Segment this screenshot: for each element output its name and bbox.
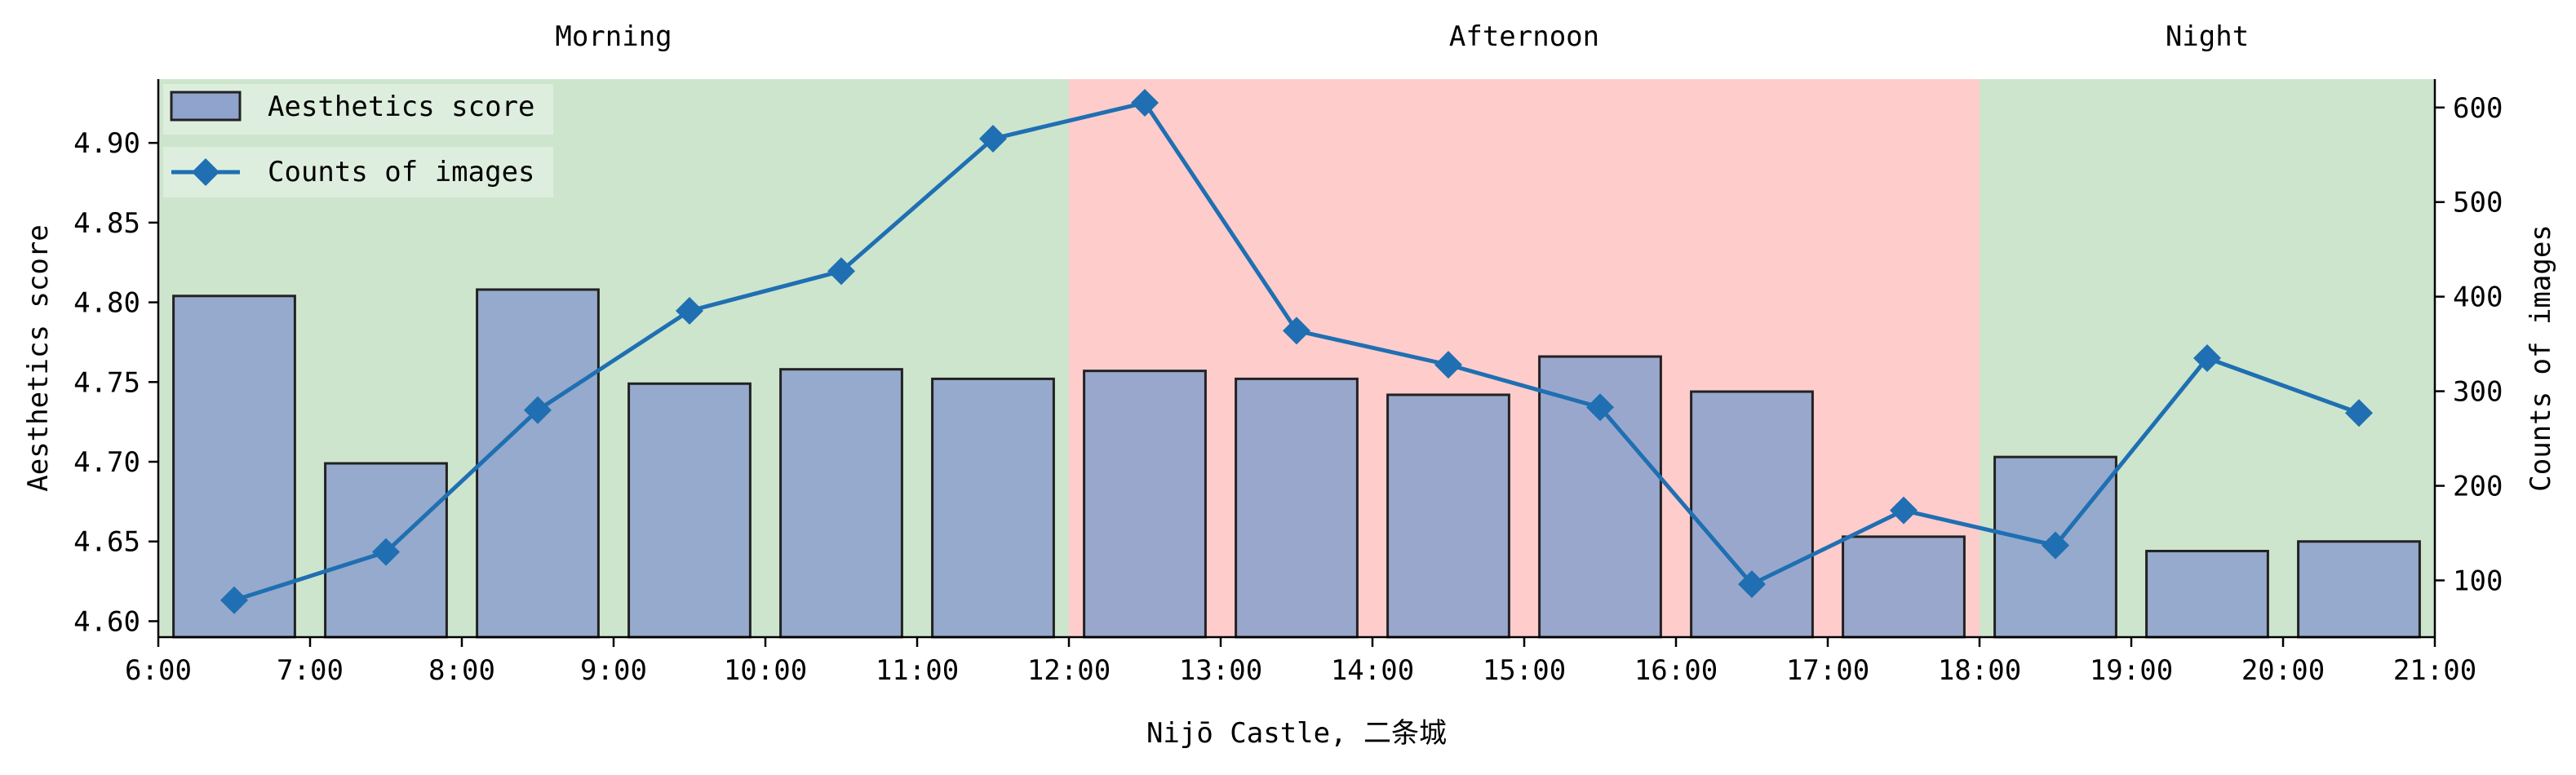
y-left-tick-label-5: 4.85 xyxy=(73,207,140,240)
y-axis-left-label: Aesthetics score xyxy=(22,224,55,492)
x-tick-label-11: 17:00 xyxy=(1786,654,1869,687)
count-point-11 xyxy=(1890,496,1918,525)
bar-6 xyxy=(1083,370,1207,639)
bar-0 xyxy=(172,294,296,639)
x-tick-label-4: 10:00 xyxy=(724,654,807,687)
period-label-night: Night xyxy=(2166,20,2249,53)
bar-10 xyxy=(1690,390,1814,639)
line-series xyxy=(220,88,2373,614)
count-point-3 xyxy=(676,297,703,326)
y-left-tick-label-0: 4.60 xyxy=(73,605,140,638)
y-left-tick-label-3: 4.75 xyxy=(73,366,140,399)
x-tick-label-5: 11:00 xyxy=(876,654,959,687)
legend-swatch-bars xyxy=(170,91,242,122)
y-left-tick-label-4: 4.80 xyxy=(73,287,140,320)
x-tick-label-6: 12:00 xyxy=(1027,654,1111,687)
count-point-5 xyxy=(979,125,1007,153)
bar-2 xyxy=(476,288,600,639)
y-right-tick-label-4: 500 xyxy=(2453,187,2503,219)
bar-5 xyxy=(931,377,1055,639)
y-left-tick-label-6: 4.90 xyxy=(73,127,140,160)
axes: 6:00 7:00 8:00 9:00 10:00 11:00 12:00 13:00 14:0… xyxy=(22,79,2557,750)
count-point-6 xyxy=(1131,88,1159,117)
x-tick-label-7: 13:00 xyxy=(1179,654,1262,687)
bar-7 xyxy=(1235,377,1359,639)
legend-swatch-marker xyxy=(192,158,219,186)
x-tick-label-0: 6:00 xyxy=(125,654,192,687)
y-left-tick-label-1: 4.65 xyxy=(73,526,140,559)
bar-4 xyxy=(779,368,903,639)
count-point-8 xyxy=(1434,351,1462,379)
y-right-tick-label-5: 600 xyxy=(2453,92,2503,125)
bar-14 xyxy=(2297,540,2421,639)
bar-12 xyxy=(1993,455,2117,639)
count-point-4 xyxy=(827,257,855,286)
x-tick-label-13: 19:00 xyxy=(2090,654,2173,687)
count-point-2 xyxy=(524,396,552,424)
bar-11 xyxy=(1842,535,1966,639)
bar-series xyxy=(172,288,2421,639)
x-tick-label-12: 18:00 xyxy=(1938,654,2021,687)
period-label-afternoon: Afternoon xyxy=(1449,20,1599,53)
period-label-morning: Morning xyxy=(555,20,672,53)
x-tick-label-10: 16:00 xyxy=(1634,654,1718,687)
legend-label-line: Counts of images xyxy=(268,156,535,188)
x-tick-label-2: 8:00 xyxy=(428,654,495,687)
x-tick-label-15: 21:00 xyxy=(2393,654,2476,687)
count-point-14 xyxy=(2345,399,2373,427)
y-right-tick-label-1: 200 xyxy=(2453,471,2503,503)
count-point-7 xyxy=(1283,317,1310,345)
x-tick-label-9: 15:00 xyxy=(1483,654,1566,687)
x-axis-label: Nijō Castle, 二条城 xyxy=(1146,717,1447,750)
y-left-tick-label-2: 4.70 xyxy=(73,446,140,479)
x-tick-label-1: 7:00 xyxy=(277,654,344,687)
count-point-12 xyxy=(2042,531,2069,560)
bar-13 xyxy=(2145,549,2269,639)
y-right-tick-label-2: 300 xyxy=(2453,376,2503,409)
period-backgrounds xyxy=(158,79,2435,637)
bar-3 xyxy=(627,382,752,639)
count-point-13 xyxy=(2193,344,2221,372)
count-point-10 xyxy=(1738,570,1766,599)
bar-8 xyxy=(1386,393,1510,639)
y-axis-right-label: Counts of images xyxy=(2525,224,2557,492)
legend-label-bars: Aesthetics score xyxy=(268,91,535,123)
count-point-1 xyxy=(372,538,400,566)
period-band-afternoon xyxy=(1069,79,1980,637)
x-tick-label-14: 20:00 xyxy=(2241,654,2325,687)
y-right-tick-label-0: 100 xyxy=(2453,565,2503,597)
count-point-0 xyxy=(220,586,248,614)
y-right-tick-label-3: 400 xyxy=(2453,281,2503,314)
x-tick-label-3: 9:00 xyxy=(580,654,647,687)
period-labels: Morning Afternoon Night xyxy=(555,20,2249,53)
x-tick-label-8: 14:00 xyxy=(1331,654,1414,687)
count-point-9 xyxy=(1586,393,1614,422)
legend: Aesthetics score Counts of images xyxy=(163,84,553,197)
